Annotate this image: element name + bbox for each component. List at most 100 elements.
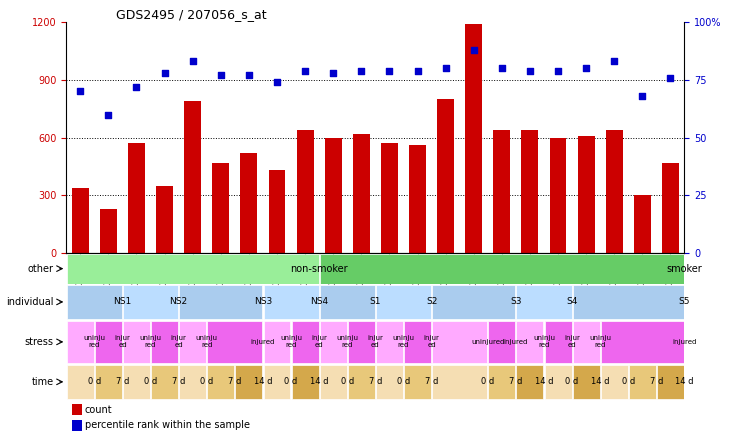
Text: uninju
red: uninju red: [140, 335, 161, 349]
Text: 14 d: 14 d: [254, 377, 272, 386]
Text: other: other: [28, 264, 54, 274]
Bar: [634, 195, 651, 253]
Bar: [72, 420, 82, 431]
FancyBboxPatch shape: [208, 321, 263, 363]
FancyBboxPatch shape: [67, 285, 122, 319]
FancyBboxPatch shape: [67, 321, 93, 363]
Text: injur
ed: injur ed: [367, 335, 383, 349]
Bar: [241, 153, 258, 253]
FancyBboxPatch shape: [319, 285, 375, 319]
Point: [439, 65, 451, 72]
Text: S5: S5: [679, 297, 690, 306]
Point: [609, 58, 620, 65]
FancyBboxPatch shape: [517, 365, 543, 399]
Text: count: count: [85, 405, 113, 415]
Text: 14 d: 14 d: [675, 377, 694, 386]
Text: 0 d: 0 d: [565, 377, 578, 386]
Point: [243, 72, 255, 79]
FancyBboxPatch shape: [151, 365, 178, 399]
Text: uninju
red: uninju red: [196, 335, 218, 349]
FancyBboxPatch shape: [404, 365, 431, 399]
Text: 0 d: 0 d: [341, 377, 354, 386]
Point: [187, 58, 199, 65]
Text: 0 d: 0 d: [622, 377, 635, 386]
Text: uninju
red: uninju red: [392, 335, 414, 349]
FancyBboxPatch shape: [263, 285, 319, 319]
Text: time: time: [32, 377, 54, 387]
Bar: [100, 209, 117, 253]
FancyBboxPatch shape: [488, 365, 515, 399]
FancyBboxPatch shape: [179, 321, 206, 363]
FancyBboxPatch shape: [601, 321, 684, 363]
FancyBboxPatch shape: [573, 285, 684, 319]
Bar: [550, 138, 567, 253]
Text: injur
ed: injur ed: [115, 335, 130, 349]
Text: uninju
red: uninju red: [590, 335, 611, 349]
Point: [102, 111, 114, 118]
Point: [665, 74, 676, 81]
Bar: [381, 143, 398, 253]
Point: [355, 67, 367, 74]
Bar: [522, 130, 538, 253]
Text: 7 d: 7 d: [650, 377, 663, 386]
Point: [580, 65, 592, 72]
FancyBboxPatch shape: [629, 365, 656, 399]
FancyBboxPatch shape: [319, 321, 347, 363]
Point: [215, 72, 227, 79]
Bar: [465, 24, 482, 253]
FancyBboxPatch shape: [573, 365, 600, 399]
Text: S1: S1: [369, 297, 381, 306]
Bar: [156, 186, 173, 253]
Text: NS1: NS1: [113, 297, 132, 306]
FancyBboxPatch shape: [376, 321, 403, 363]
Text: injured: injured: [251, 339, 275, 345]
Bar: [213, 163, 229, 253]
FancyBboxPatch shape: [545, 365, 572, 399]
Point: [383, 67, 395, 74]
FancyBboxPatch shape: [291, 365, 319, 399]
FancyBboxPatch shape: [179, 365, 206, 399]
FancyBboxPatch shape: [319, 365, 347, 399]
Text: NS3: NS3: [254, 297, 272, 306]
Text: uninjured: uninjured: [471, 339, 504, 345]
FancyBboxPatch shape: [432, 321, 487, 363]
Bar: [297, 130, 314, 253]
Point: [468, 46, 480, 53]
Text: uninju
red: uninju red: [336, 335, 358, 349]
Point: [637, 92, 648, 99]
Text: S2: S2: [426, 297, 437, 306]
Text: 0 d: 0 d: [481, 377, 495, 386]
Point: [74, 88, 86, 95]
FancyBboxPatch shape: [376, 285, 431, 319]
Text: NS4: NS4: [310, 297, 328, 306]
Bar: [325, 138, 342, 253]
FancyBboxPatch shape: [291, 321, 319, 363]
Bar: [409, 145, 426, 253]
Text: injur
ed: injur ed: [424, 335, 439, 349]
FancyBboxPatch shape: [95, 365, 122, 399]
FancyBboxPatch shape: [348, 321, 375, 363]
Text: uninju
red: uninju red: [83, 335, 105, 349]
FancyBboxPatch shape: [151, 321, 178, 363]
FancyBboxPatch shape: [123, 321, 150, 363]
Point: [411, 67, 423, 74]
Point: [524, 67, 536, 74]
Text: GDS2495 / 207056_s_at: GDS2495 / 207056_s_at: [116, 8, 266, 21]
Bar: [606, 130, 623, 253]
Text: individual: individual: [7, 297, 54, 307]
Point: [496, 65, 508, 72]
FancyBboxPatch shape: [263, 321, 291, 363]
Text: uninju
red: uninju red: [533, 335, 555, 349]
Bar: [353, 134, 369, 253]
FancyBboxPatch shape: [67, 254, 319, 284]
Text: smoker: smoker: [667, 264, 702, 274]
Bar: [269, 170, 286, 253]
Text: injur
ed: injur ed: [564, 335, 580, 349]
FancyBboxPatch shape: [236, 365, 263, 399]
Point: [159, 69, 171, 76]
FancyBboxPatch shape: [545, 321, 572, 363]
Text: 7 d: 7 d: [425, 377, 438, 386]
Text: 0 d: 0 d: [88, 377, 101, 386]
Text: injur
ed: injur ed: [171, 335, 187, 349]
Point: [552, 67, 564, 74]
